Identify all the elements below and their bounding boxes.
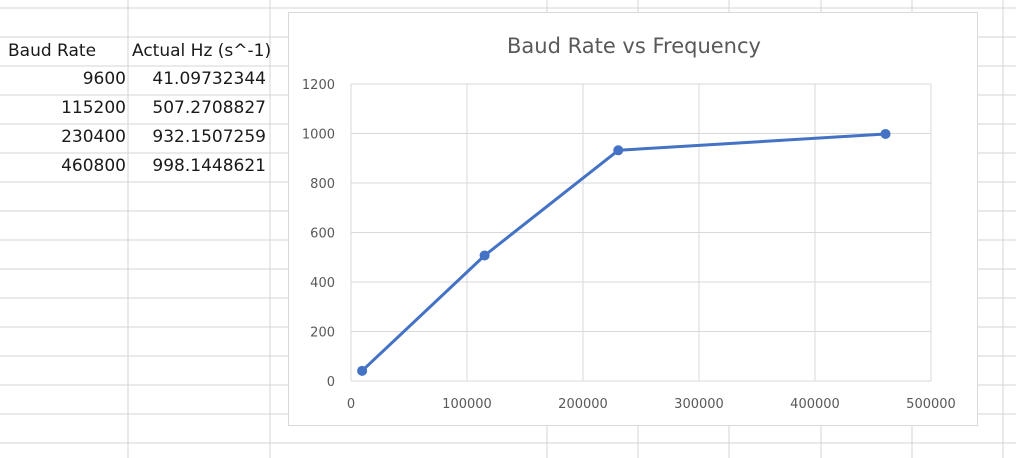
chart-svg: Baud Rate vs Frequency 0 200 400 600 800 1000… — [302, 34, 956, 412]
header-actual-hz[interactable]: Actual Hz (s^-1) — [132, 41, 272, 61]
x-tick-label: 200000 — [558, 397, 608, 412]
table-cell-baud[interactable]: 230400 — [61, 127, 126, 147]
header-baud-rate[interactable]: Baud Rate — [8, 41, 97, 61]
table-cell-baud[interactable]: 115200 — [61, 98, 126, 118]
plot-gridlines — [350, 83, 932, 382]
y-tick-label: 1000 — [302, 128, 335, 143]
table-cell-hz[interactable]: 507.2708827 — [152, 98, 266, 118]
table-cell-baud[interactable]: 460800 — [61, 156, 126, 176]
table-cell-hz[interactable]: 932.1507259 — [152, 127, 266, 147]
chart-title: Baud Rate vs Frequency — [507, 34, 761, 58]
x-tick-label: 100000 — [442, 397, 492, 412]
y-tick-label: 800 — [310, 177, 335, 192]
y-tick-label: 600 — [310, 227, 335, 242]
y-tick-label: 200 — [310, 326, 335, 341]
y-tick-label: 0 — [327, 375, 335, 390]
chart-area[interactable]: Baud Rate vs Frequency 0 200 400 600 800 1000… — [288, 12, 978, 426]
data-point[interactable] — [479, 250, 490, 261]
x-tick-label: 500000 — [906, 397, 956, 412]
y-tick-label: 1200 — [302, 78, 335, 93]
data-point[interactable] — [357, 365, 368, 376]
table-cell-hz[interactable]: 998.1448621 — [152, 156, 266, 176]
y-axis-ticks: 0 200 400 600 800 1000 1200 — [302, 78, 335, 390]
y-tick-label: 400 — [310, 276, 335, 291]
data-point[interactable] — [613, 145, 624, 156]
x-tick-label: 300000 — [674, 397, 724, 412]
x-axis-ticks: 0 100000 200000 300000 400000 500000 — [347, 397, 956, 412]
data-point[interactable] — [880, 128, 891, 139]
table-cell-baud[interactable]: 9600 — [82, 69, 126, 89]
series-line — [360, 132, 887, 373]
table-cell-hz[interactable]: 41.09732344 — [152, 69, 266, 89]
series-layer — [357, 128, 891, 376]
x-tick-label: 400000 — [790, 397, 840, 412]
x-tick-label: 0 — [347, 397, 355, 412]
